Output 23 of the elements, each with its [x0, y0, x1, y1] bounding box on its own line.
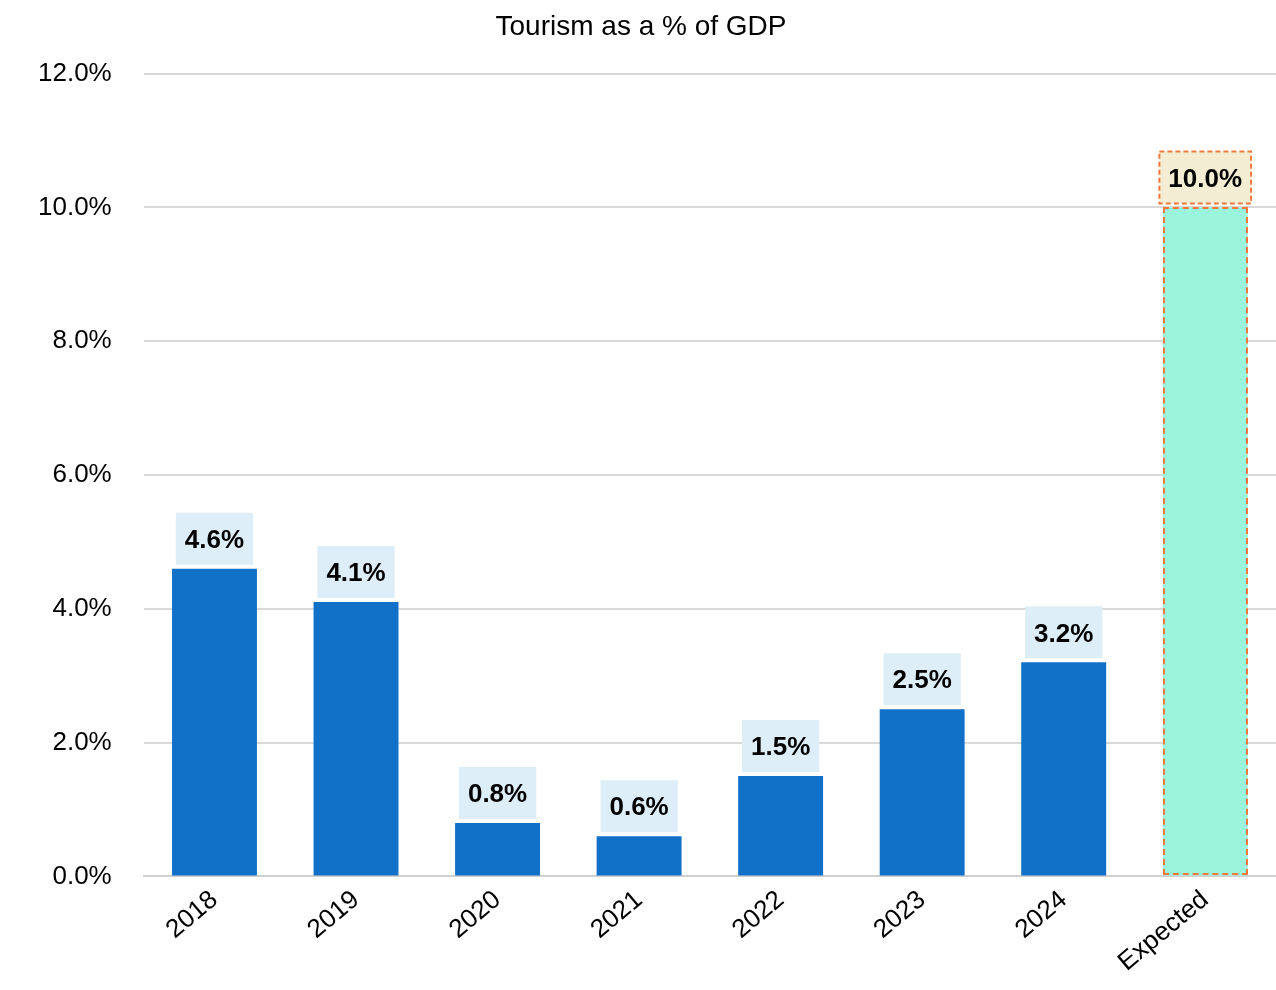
data-label: 1.5% — [751, 731, 811, 762]
bar — [1021, 662, 1107, 876]
y-tick-label: 0.0% — [52, 859, 112, 890]
data-label: 4.1% — [326, 557, 386, 588]
data-label: 0.6% — [609, 791, 669, 822]
y-tick-label: 4.0% — [52, 591, 112, 622]
bar — [455, 822, 541, 876]
data-label: 10.0% — [1168, 162, 1243, 193]
bar — [879, 709, 965, 876]
data-label: 2.5% — [892, 664, 952, 695]
bar — [172, 568, 257, 876]
data-label: 0.8% — [467, 778, 528, 809]
chart-title: Tourism as a % of GDP — [495, 9, 787, 41]
y-tick-label: 12.0% — [37, 56, 112, 87]
y-tick-label: 6.0% — [52, 458, 112, 489]
bar — [738, 776, 824, 876]
data-label: 3.2% — [1034, 617, 1094, 648]
y-tick-label: 8.0% — [52, 324, 112, 355]
data-label: 4.6% — [184, 523, 245, 554]
bar — [596, 836, 682, 876]
bar — [313, 602, 399, 876]
y-tick-label: 2.0% — [52, 725, 112, 756]
y-tick-label: 10.0% — [37, 190, 112, 221]
